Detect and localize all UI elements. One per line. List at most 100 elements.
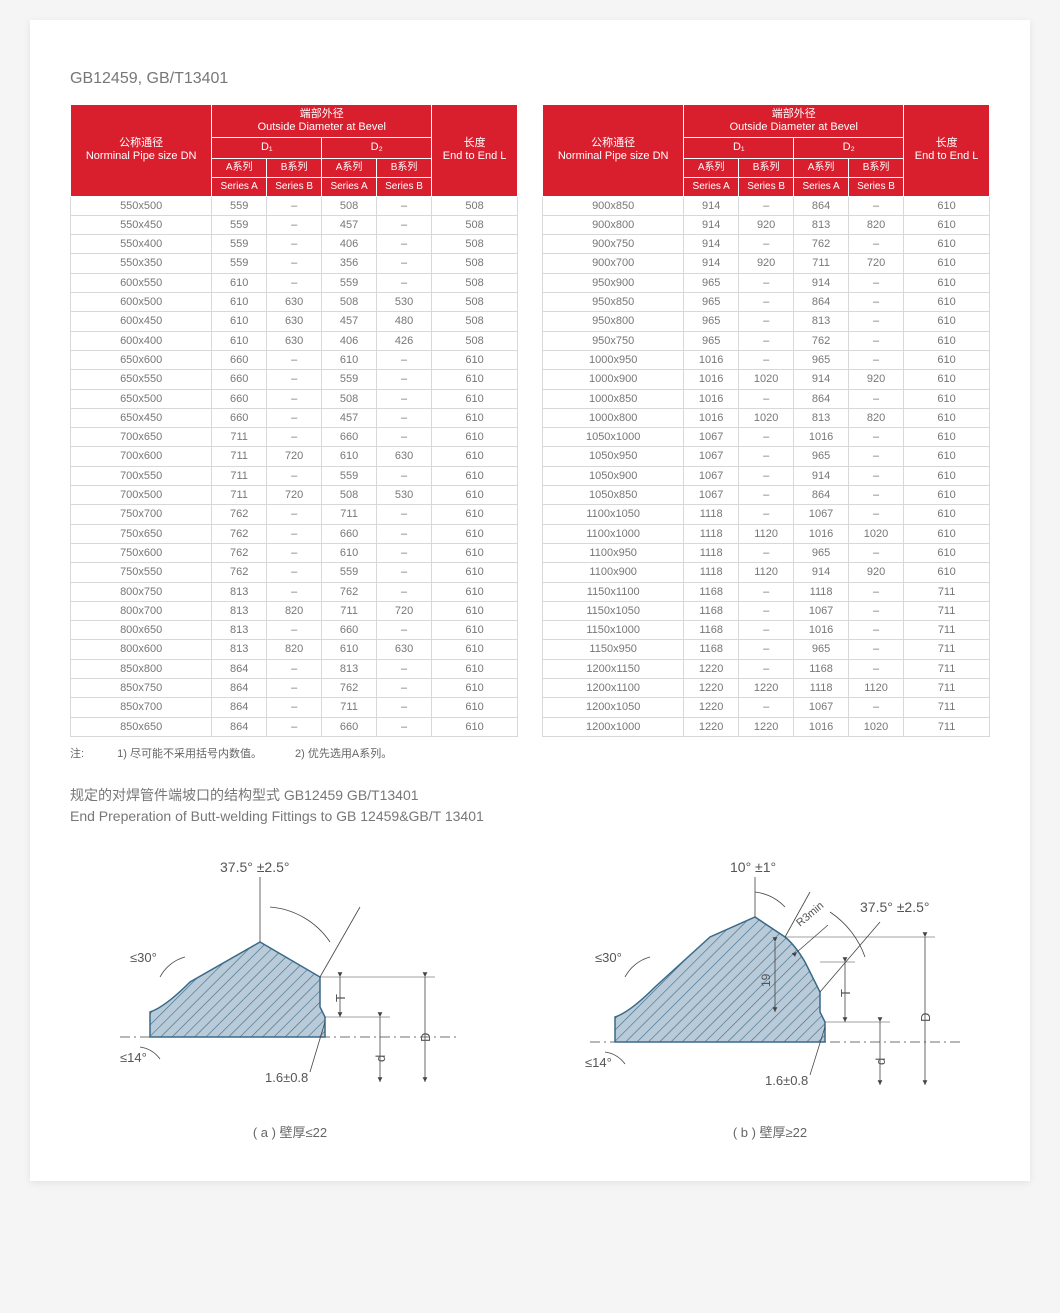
table-cell: 559 — [212, 235, 267, 254]
table-row: 1100x9501118–965–610 — [543, 543, 990, 562]
table-cell: – — [848, 389, 903, 408]
table-cell: 559 — [212, 254, 267, 273]
table-cell: 864 — [794, 389, 849, 408]
table-cell: – — [848, 428, 903, 447]
th-a-cn: A系列 — [212, 158, 267, 177]
table-cell: 550x500 — [71, 196, 212, 215]
table-cell: 406 — [322, 331, 377, 350]
table-cell: 1067 — [794, 698, 849, 717]
table-cell: 1016 — [684, 389, 739, 408]
table-cell: 610 — [432, 408, 518, 427]
table-cell: 457 — [322, 408, 377, 427]
table-cell: – — [738, 621, 793, 640]
table-cell: 1220 — [684, 698, 739, 717]
table-row: 550x400559–406–508 — [71, 235, 518, 254]
table-cell: 1020 — [738, 370, 793, 389]
th-a-en: Series A — [794, 177, 849, 196]
table-cell: – — [848, 235, 903, 254]
table-cell: – — [738, 331, 793, 350]
table-cell: – — [376, 408, 431, 427]
table-cell: 610 — [904, 524, 990, 543]
table-cell: 950x800 — [543, 312, 684, 331]
table-cell: 1150x1050 — [543, 601, 684, 620]
table-cell: 800x600 — [71, 640, 212, 659]
table-cell: 720 — [848, 254, 903, 273]
table-cell: 508 — [322, 389, 377, 408]
table-row: 750x700762–711–610 — [71, 505, 518, 524]
table-cell: 914 — [794, 466, 849, 485]
table-row: 1100x90011181120914920610 — [543, 563, 990, 582]
table-cell: 550x450 — [71, 215, 212, 234]
table-cell: 610 — [432, 370, 518, 389]
table-cell: 610 — [432, 524, 518, 543]
table-cell: 1067 — [684, 428, 739, 447]
table-cell: 1100x1000 — [543, 524, 684, 543]
table-cell: 610 — [904, 543, 990, 562]
table-row: 750x550762–559–610 — [71, 563, 518, 582]
table-row: 750x600762–610–610 — [71, 543, 518, 562]
table-row: 1050x10001067–1016–610 — [543, 428, 990, 447]
table-cell: 1020 — [848, 717, 903, 736]
table-cell: – — [848, 486, 903, 505]
table-cell: 610 — [432, 350, 518, 369]
table-cell: 762 — [794, 331, 849, 350]
table-row: 600x550610–559–508 — [71, 273, 518, 292]
table-cell: – — [848, 350, 903, 369]
table-cell: 610 — [904, 389, 990, 408]
table-row: 800x750813–762–610 — [71, 582, 518, 601]
table-cell: 950x900 — [543, 273, 684, 292]
th-length: 长度 End to End L — [904, 105, 990, 197]
table-row: 1150x9501168–965–711 — [543, 640, 990, 659]
table-cell: 610 — [904, 408, 990, 427]
table-cell: – — [376, 273, 431, 292]
table-cell: – — [376, 235, 431, 254]
th-a-en: Series A — [322, 177, 377, 196]
table-cell: 950x750 — [543, 331, 684, 350]
table-cell: 965 — [684, 293, 739, 312]
table-cell: 610 — [322, 640, 377, 659]
table-cell: 1118 — [684, 543, 739, 562]
table-row: 850x700864–711–610 — [71, 698, 518, 717]
table-cell: – — [738, 543, 793, 562]
table-row: 800x650813–660–610 — [71, 621, 518, 640]
table-cell: 762 — [322, 678, 377, 697]
diagram-a-caption: ( a ) 壁厚≤22 — [70, 1122, 510, 1141]
table-row: 700x650711–660–610 — [71, 428, 518, 447]
table-cell: 965 — [684, 312, 739, 331]
table-cell: – — [738, 447, 793, 466]
table-cell: 1016 — [794, 621, 849, 640]
table-cell: 762 — [322, 582, 377, 601]
table-cell: 864 — [212, 659, 267, 678]
root-label: 1.6±0.8 — [765, 1073, 808, 1088]
table-cell: – — [266, 524, 321, 543]
table-cell: – — [738, 293, 793, 312]
table-cell: – — [848, 312, 903, 331]
table-cell: – — [848, 273, 903, 292]
table-cell: – — [738, 486, 793, 505]
table-cell: 965 — [794, 543, 849, 562]
table-cell: 650x600 — [71, 350, 212, 369]
table-cell: 1020 — [848, 524, 903, 543]
table-cell: 864 — [212, 678, 267, 697]
table-cell: 650x550 — [71, 370, 212, 389]
table-cell: 610 — [904, 466, 990, 485]
table-cell: 864 — [212, 717, 267, 736]
table-cell: 1168 — [684, 640, 739, 659]
table-cell: 610 — [904, 273, 990, 292]
table-cell: 813 — [322, 659, 377, 678]
angle-10-label: 10° ±1° — [730, 859, 776, 875]
table-cell: 711 — [212, 447, 267, 466]
table-cell: – — [266, 196, 321, 215]
table-cell: 1067 — [794, 601, 849, 620]
table-cell: 850x650 — [71, 717, 212, 736]
table-cell: 610 — [432, 466, 518, 485]
table-cell: – — [266, 698, 321, 717]
table-cell: 508 — [432, 235, 518, 254]
table-cell: 660 — [212, 389, 267, 408]
table-cell: 711 — [794, 254, 849, 273]
table-cell: 1118 — [794, 582, 849, 601]
table-cell: 610 — [432, 601, 518, 620]
table-cell: 1050x950 — [543, 447, 684, 466]
table-cell: 406 — [322, 235, 377, 254]
table-cell: 610 — [432, 563, 518, 582]
